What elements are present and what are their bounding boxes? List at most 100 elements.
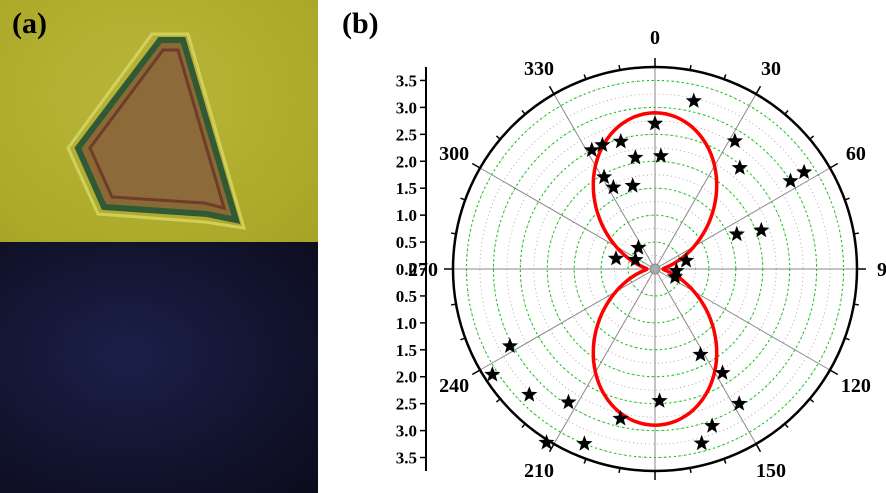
angle-tick [784,109,789,115]
radial-tick-label: 1.0 [396,206,417,225]
angle-tick [460,197,466,201]
data-point [627,251,644,267]
angle-tick [521,109,526,115]
spoke-line [654,268,757,445]
data-point [714,364,731,380]
angle-tick [451,232,457,235]
angle-tick [618,467,621,473]
data-point [753,221,770,238]
angle-label: 60 [846,143,866,165]
data-point [560,393,577,410]
data-point [594,136,611,152]
panel-label-b: (b) [342,7,379,40]
data-point [731,395,748,411]
spoke-line [553,268,656,445]
angle-tick [844,197,850,201]
angle-tick [829,369,839,376]
spoke-line [553,93,656,270]
angle-tick [853,303,859,306]
radial-tick-label: 1.5 [396,179,417,198]
data-point [630,239,647,255]
angle-tick [689,65,692,71]
data-point [668,262,685,278]
data-point [607,250,625,266]
angle-label: 180 [640,491,670,493]
spoke-line [654,268,831,371]
data-point [692,346,709,362]
radial-tick-label: 1.5 [396,341,417,360]
data-point [596,168,613,184]
radial-tick-label: 2.0 [396,152,417,171]
angle-tick [471,162,481,169]
angle-tick [471,369,481,376]
data-point [646,115,664,131]
angle-label: 270 [408,259,438,281]
angle-label: 120 [841,375,871,397]
angle-tick [521,423,526,429]
angle-label: 210 [524,460,554,482]
radial-tick-label: 1.0 [396,314,417,333]
radial-tick-label: 0.5 [396,287,417,306]
fit-curve [591,111,719,427]
angle-tick [755,85,762,95]
angle-tick [853,232,859,235]
angle-tick [784,423,789,429]
crystal-image [66,32,247,230]
radial-tick-label: 2.0 [396,368,417,387]
angle-tick [583,458,587,464]
radial-tick-label: 0.0 [396,260,417,279]
data-point [605,178,622,195]
angle-tick [829,162,839,169]
panel-label-a: (a) [12,7,47,40]
angle-tick [583,74,587,80]
optical-image-top [0,0,318,242]
angle-tick [755,443,762,453]
radial-tick-label: 3.0 [396,98,417,117]
data-point [693,434,710,451]
radial-axis: 3.5 3.0 2.5 2.0 1.5 1.0 0.5 0.0 0.5 1.0 1.5 2.0 2.5 3… [396,67,427,471]
data-point [612,133,629,149]
data-point [521,386,538,402]
radial-tick-label: 2.5 [396,125,417,144]
angle-tick [495,398,501,403]
angle-tick [689,467,692,473]
data-point [652,147,669,163]
angle-tick [723,74,727,80]
angle-tick [460,337,466,341]
angle-tick [548,443,555,453]
spoke-line [654,167,831,270]
angle-label: 30 [761,58,781,80]
polar-grid [444,58,866,480]
data-point [782,172,799,188]
angle-tick [723,458,727,464]
radial-tick-label: 3.0 [396,422,417,441]
angle-label: 0 [650,27,660,49]
data-point [685,92,702,108]
angle-label: 240 [439,375,469,397]
data-point [726,132,743,148]
angle-tick [618,65,621,71]
data-point [678,252,695,268]
data-point [627,149,644,165]
angle-tick [451,303,457,306]
angle-tick [844,337,850,341]
data-point [624,177,641,193]
radial-tick-label: 3.5 [396,449,417,468]
data-point [728,225,745,242]
angle-label: 330 [524,58,554,80]
angle-label: 90 [877,259,886,281]
spoke-line [479,167,656,270]
angle-tick [809,135,815,140]
data-point [612,410,629,426]
data-point [501,337,518,353]
data-point [796,163,813,180]
spoke-line [479,268,656,371]
data-point [666,268,684,284]
data-point [538,434,555,450]
polar-chart: 3.5 3.0 2.5 2.0 1.5 1.0 0.5 0.0 0.5 1.0 1.5 2.0 2.5 3… [396,27,886,493]
data-points [484,92,813,451]
angle-labels: 0 30 60 90 120 150 180 210 240 270 300 330 [408,27,886,493]
angle-tick [809,398,815,403]
data-point [484,366,501,382]
angle-tick [548,85,555,95]
